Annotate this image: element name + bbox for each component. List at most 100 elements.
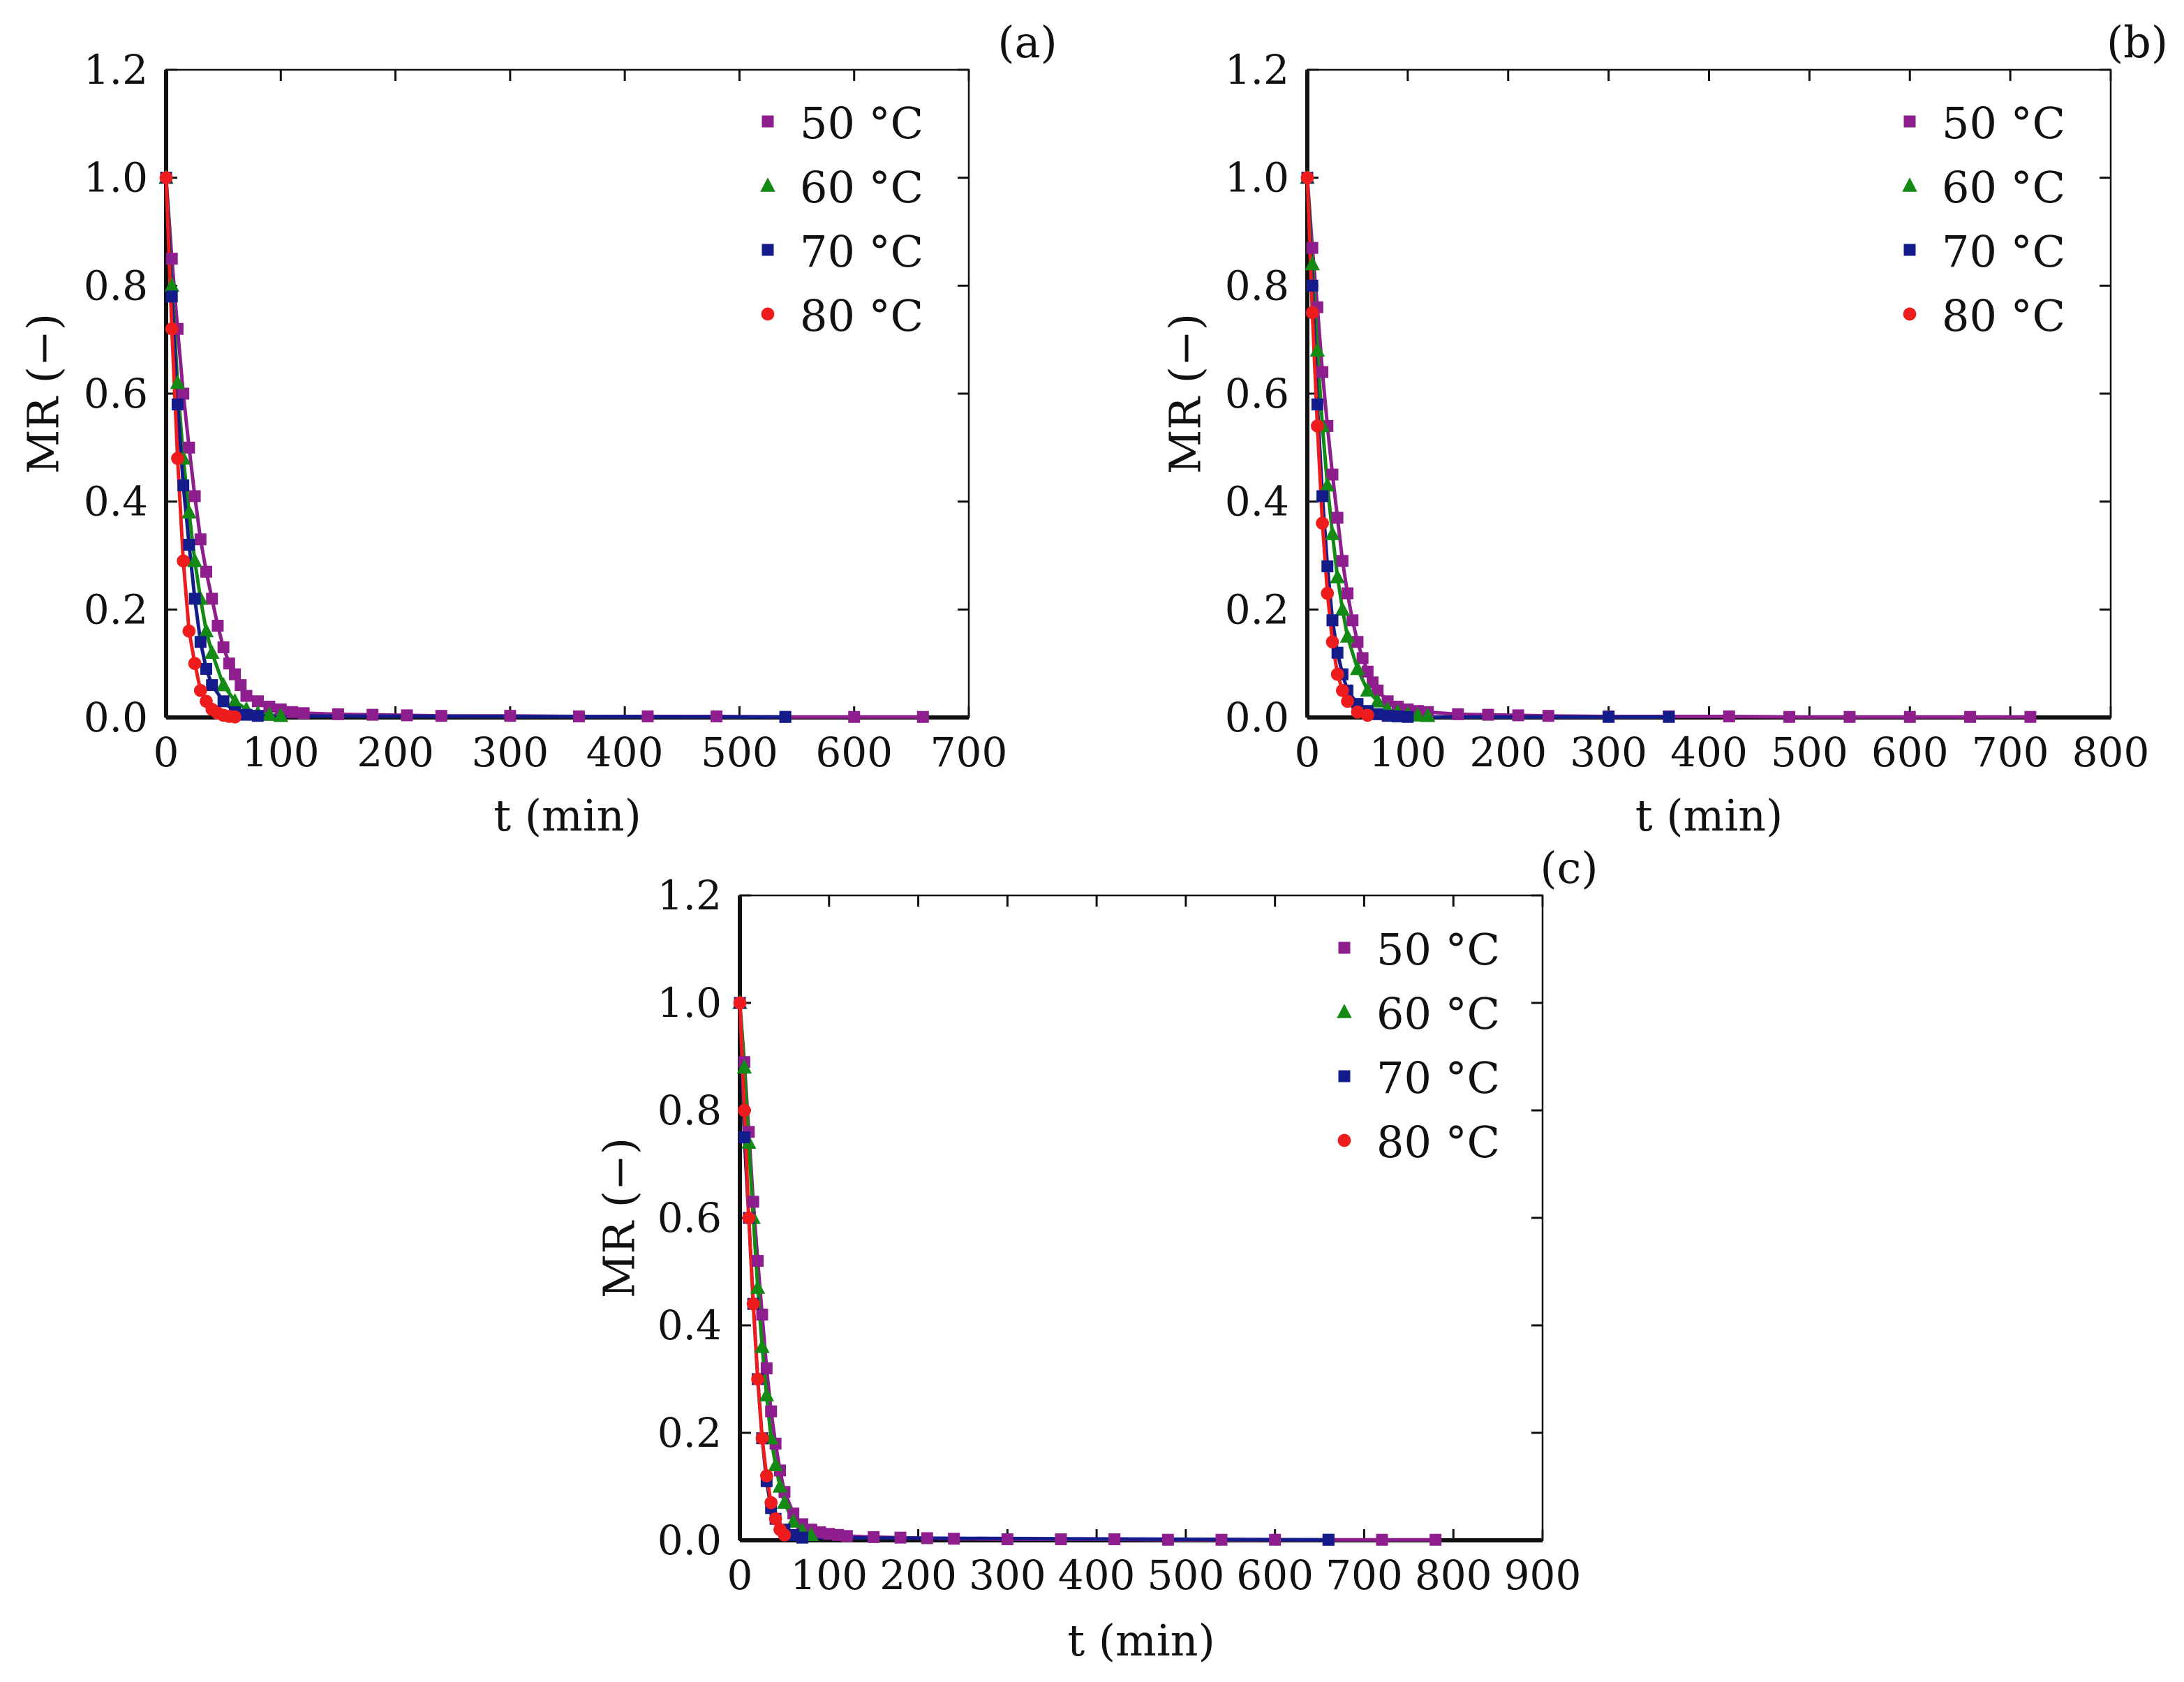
data-point — [401, 709, 413, 722]
data-point — [1482, 708, 1494, 721]
data-point — [204, 644, 220, 659]
panel-label: (a) — [997, 17, 1057, 68]
x-tick-label: 800 — [1415, 1551, 1492, 1599]
legend-label: 80 °C — [1942, 290, 2065, 341]
data-point — [742, 1211, 756, 1225]
y-tick-label: 0.2 — [1225, 586, 1289, 633]
data-point — [916, 710, 929, 723]
y-tick-label: 0.6 — [1225, 370, 1289, 417]
x-tick-label: 200 — [1469, 729, 1547, 776]
data-point — [1339, 628, 1355, 643]
legend-marker — [1337, 1133, 1351, 1147]
y-tick-label: 1.0 — [84, 154, 148, 202]
series-line — [1305, 176, 1369, 717]
data-point — [1300, 171, 1314, 185]
x-tick-label: 400 — [1058, 1551, 1136, 1599]
data-point — [240, 690, 253, 702]
data-point — [868, 1531, 880, 1543]
data-point — [777, 1494, 792, 1509]
data-point — [1316, 516, 1329, 530]
x-tick-label: 0 — [154, 729, 179, 776]
x-tick-label: 700 — [930, 729, 1008, 776]
y-tick-label: 0.0 — [658, 1517, 722, 1564]
x-tick-label: 600 — [1871, 729, 1949, 776]
y-tick-label: 0.6 — [84, 370, 148, 417]
data-point — [764, 1496, 778, 1510]
data-point — [1372, 684, 1384, 697]
x-tick-label: 700 — [1972, 729, 2049, 776]
data-point — [504, 710, 517, 722]
data-point — [1429, 1533, 1442, 1546]
data-point — [1372, 708, 1384, 720]
data-point — [240, 708, 253, 721]
data-point — [848, 710, 861, 723]
panel-a: 0 100 200 300 400 500 600 700 0.0 0.2 0.4 0.6 0.8 1.0… — [18, 17, 1057, 841]
x-tick-label: 100 — [790, 1551, 868, 1599]
data-point — [814, 1526, 826, 1538]
data-point — [1346, 614, 1359, 627]
data-point — [894, 1531, 907, 1544]
x-tick-label: 900 — [1504, 1551, 1582, 1599]
data-point — [1330, 667, 1344, 681]
y-tick-label: 0.2 — [84, 586, 148, 633]
y-tick-label: 1.2 — [1225, 46, 1289, 94]
data-point — [1783, 710, 1796, 723]
data-point — [206, 593, 218, 605]
data-point — [1341, 694, 1354, 708]
series-line — [1305, 176, 2033, 719]
data-point — [1402, 710, 1414, 723]
legend-label: 70 °C — [1942, 226, 2065, 277]
legend-label: 70 °C — [1376, 1052, 1500, 1103]
x-tick-label: 100 — [242, 729, 320, 776]
data-point — [1420, 707, 1436, 722]
data-point — [787, 1528, 800, 1541]
y-tick-label: 0.2 — [658, 1409, 722, 1457]
y-tick-label: 0.8 — [658, 1087, 722, 1134]
data-point — [188, 490, 201, 503]
data-point — [1350, 660, 1365, 676]
y-tick-label: 0.4 — [658, 1302, 722, 1349]
data-point — [1305, 306, 1319, 320]
y-tick-label: 1.2 — [84, 46, 148, 94]
legend-label: 60 °C — [1942, 162, 2065, 213]
data-point — [1351, 636, 1364, 648]
data-point — [1331, 512, 1344, 524]
data-point — [1336, 555, 1349, 567]
series-line — [738, 1001, 1438, 1542]
data-point — [572, 710, 585, 722]
data-point — [1108, 1533, 1121, 1545]
data-point — [752, 1255, 764, 1267]
data-point — [1342, 587, 1354, 600]
data-point — [171, 452, 184, 466]
data-point — [768, 1457, 783, 1471]
y-tick-label: 0.0 — [84, 694, 148, 741]
data-point — [755, 1339, 770, 1353]
data-point — [840, 1530, 853, 1542]
legend-label: 50 °C — [1376, 924, 1500, 975]
data-point — [736, 1059, 752, 1074]
data-point — [1381, 710, 1394, 722]
data-point — [1322, 1533, 1335, 1546]
data-point — [1330, 569, 1345, 583]
x-axis-label: t (min) — [493, 790, 641, 841]
legend-marker — [1338, 942, 1351, 954]
data-point — [194, 636, 207, 648]
data-point — [768, 1512, 782, 1526]
data-point — [194, 533, 207, 546]
data-point — [165, 290, 178, 303]
data-point — [1903, 710, 1916, 723]
data-point — [229, 668, 242, 680]
data-point — [1311, 419, 1324, 433]
x-tick-label: 100 — [1369, 729, 1447, 776]
x-axis-label: t (min) — [1067, 1615, 1215, 1666]
y-tick-label: 0.4 — [1225, 478, 1289, 526]
data-point — [1542, 710, 1554, 722]
data-point — [823, 1528, 835, 1540]
data-point — [759, 1387, 775, 1401]
data-point — [1512, 709, 1524, 722]
data-point — [1336, 683, 1349, 697]
data-point — [187, 553, 202, 567]
data-point — [921, 1532, 933, 1545]
legend-marker — [1903, 115, 1916, 128]
